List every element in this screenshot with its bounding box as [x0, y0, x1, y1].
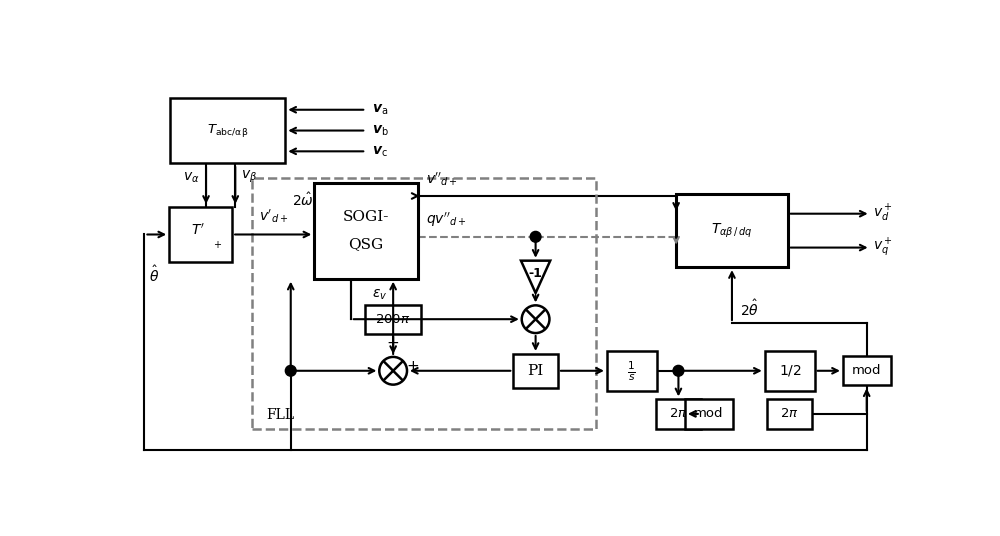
Text: mod: mod: [852, 364, 881, 377]
Text: $v_q^+$: $v_q^+$: [873, 236, 893, 259]
Text: $v''_{d+}$: $v''_{d+}$: [426, 170, 458, 188]
Circle shape: [522, 306, 549, 333]
Bar: [843, 356, 891, 385]
Text: $2\hat{\theta}$: $2\hat{\theta}$: [740, 299, 759, 319]
Text: $v_\beta$: $v_\beta$: [241, 169, 258, 185]
Text: mod: mod: [694, 407, 724, 420]
Text: +: +: [387, 336, 400, 351]
Text: $v_d^+$: $v_d^+$: [873, 203, 893, 225]
Text: $2\hat{\omega}$: $2\hat{\omega}$: [292, 192, 314, 210]
Circle shape: [285, 366, 296, 376]
Text: $T_{\rm abc/\alpha\beta}$: $T_{\rm abc/\alpha\beta}$: [207, 122, 248, 139]
Bar: [685, 399, 733, 428]
Bar: [252, 178, 596, 429]
Text: $v_\alpha$: $v_\alpha$: [183, 170, 200, 184]
Text: $2\pi$: $2\pi$: [780, 407, 799, 420]
Circle shape: [530, 232, 541, 242]
Text: $T_{\alpha\beta\,/\,dq}$: $T_{\alpha\beta\,/\,dq}$: [711, 221, 753, 240]
Text: $\boldsymbol{v}_{\rm c}$: $\boldsymbol{v}_{\rm c}$: [372, 144, 388, 159]
Polygon shape: [521, 260, 550, 293]
Text: $\frac{1}{s}$: $\frac{1}{s}$: [627, 359, 636, 383]
Circle shape: [673, 366, 684, 376]
Bar: [676, 194, 788, 267]
Text: PI: PI: [527, 364, 544, 378]
Text: $\boldsymbol{v}_{\rm b}$: $\boldsymbol{v}_{\rm b}$: [372, 123, 389, 138]
Bar: [513, 354, 558, 388]
Text: $qv''_{d+}$: $qv''_{d+}$: [426, 211, 467, 229]
Bar: [365, 304, 421, 334]
Text: FLL: FLL: [266, 407, 294, 422]
Text: $2\pi$: $2\pi$: [669, 407, 688, 420]
Bar: [656, 399, 701, 428]
Text: $v'_{d+}$: $v'_{d+}$: [259, 207, 288, 225]
Bar: [170, 98, 285, 163]
Text: +: +: [406, 360, 419, 375]
Text: $\hat{\theta}$: $\hat{\theta}$: [149, 265, 159, 285]
Text: QSG: QSG: [349, 237, 384, 251]
Text: $\boldsymbol{v}_{\rm a}$: $\boldsymbol{v}_{\rm a}$: [372, 102, 389, 117]
Bar: [765, 351, 815, 391]
Text: -1: -1: [529, 267, 543, 280]
Text: $200\pi$: $200\pi$: [375, 312, 411, 326]
Bar: [767, 399, 812, 428]
Circle shape: [379, 357, 407, 385]
Text: SOGI-: SOGI-: [343, 210, 389, 224]
Text: $T'$: $T'$: [191, 223, 205, 238]
Text: $_+$: $_+$: [211, 237, 222, 251]
Text: $1/2$: $1/2$: [779, 363, 801, 378]
Bar: [314, 183, 418, 279]
Bar: [169, 207, 232, 262]
Bar: [607, 351, 657, 391]
Text: $\varepsilon_v$: $\varepsilon_v$: [372, 288, 388, 302]
